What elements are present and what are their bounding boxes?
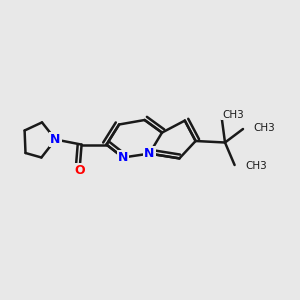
Text: CH3: CH3 <box>245 161 267 171</box>
Text: CH3: CH3 <box>222 110 244 120</box>
Text: N: N <box>144 147 154 160</box>
Text: CH3: CH3 <box>254 123 275 134</box>
Text: N: N <box>118 151 128 164</box>
Text: N: N <box>50 133 61 146</box>
Text: O: O <box>74 164 85 177</box>
